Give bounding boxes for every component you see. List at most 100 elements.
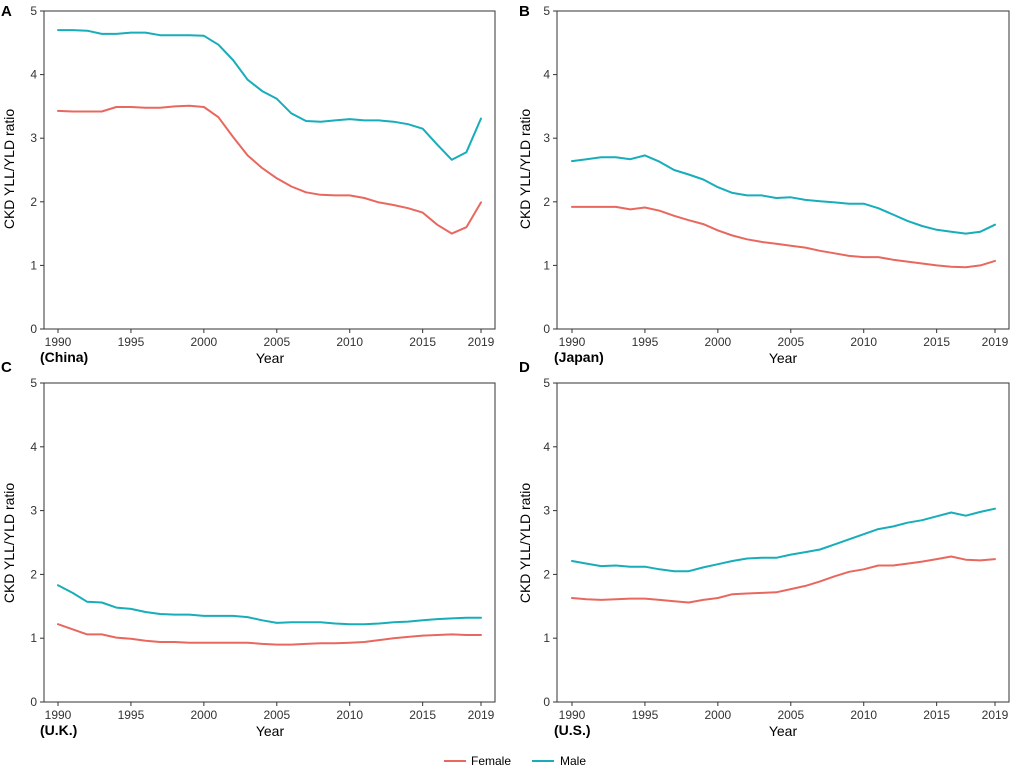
- panel-b-xtick-label: 1990: [559, 335, 586, 349]
- panel-d-xtick-label: 2010: [850, 708, 877, 722]
- panel-b-yticks: 0 1 2 3 4 5: [543, 4, 557, 336]
- panel-d-plot-area: [556, 382, 1010, 703]
- panel-d-line-female: [571, 555, 996, 604]
- panel-b-ylabel: CKD YLL/YLD ratio: [517, 109, 533, 230]
- panel-c-ytick-label: 5: [30, 376, 37, 390]
- panel-a-ytick-label: 3: [30, 131, 37, 145]
- panel-b-letter: B: [519, 3, 530, 20]
- panel-b-xtick-label: 2005: [777, 335, 804, 349]
- panel-d-letter: D: [519, 359, 530, 376]
- panel-c-line-male: [57, 584, 482, 626]
- panel-d-ytick-label: 1: [543, 631, 550, 645]
- panel-b-series: [571, 154, 996, 269]
- panel-c-line-female: [57, 623, 482, 646]
- panel-c-xtick-label: 2015: [409, 708, 436, 722]
- panel-a-series: [57, 29, 482, 235]
- panel-b-xlabel: Year: [769, 350, 798, 366]
- panel-d-xticks: 1990 1995 2000 2005 2010 2015 2019: [559, 702, 1009, 722]
- panel-c-xlabel: Year: [256, 723, 285, 739]
- panel-d-ytick-label: 0: [543, 695, 550, 709]
- panel-c-ytick-label: 2: [30, 567, 37, 581]
- panel-c-ytick-label: 1: [30, 631, 37, 645]
- panel-a-xtick-label: 2019: [468, 335, 495, 349]
- panel-c: C CKD YLL/YLD ratio 0 1 2 3 4 5 1990 1995 2000 2…: [1, 359, 496, 739]
- panel-d-ytick-label: 3: [543, 504, 550, 518]
- panel-a-letter: A: [1, 3, 12, 20]
- panel-c-plot-area: [43, 382, 496, 703]
- panel-b-xtick-label: 2010: [850, 335, 877, 349]
- panel-d-yticks: 0 1 2 3 4 5: [543, 376, 557, 709]
- panel-c-ytick-label: 0: [30, 695, 37, 709]
- panel-c-series: [57, 584, 482, 646]
- panel-c-xtick-label: 2010: [336, 708, 363, 722]
- panel-d-xtick-label: 2015: [923, 708, 950, 722]
- panel-c-ytick-label: 3: [30, 504, 37, 518]
- panel-c-yticks: 0 1 2 3 4 5: [30, 376, 44, 709]
- panel-a-xticks: 1990 1995 2000 2005 2010 2015 2019: [45, 329, 495, 349]
- panel-d-xtick-label: 2000: [705, 708, 732, 722]
- panel-b-ytick-label: 4: [543, 68, 550, 82]
- panel-d-xlabel: Year: [769, 723, 798, 739]
- panel-c-xtick-label: 1990: [45, 708, 72, 722]
- panel-b-xtick-label: 2019: [982, 335, 1009, 349]
- panel-d-ytick-label: 5: [543, 376, 550, 390]
- panel-a-line-male: [57, 29, 482, 161]
- panel-d-country-label: (U.S.): [554, 722, 591, 738]
- panel-b-xticks: 1990 1995 2000 2005 2010 2015 2019: [559, 329, 1009, 349]
- panel-a-xtick-label: 1995: [118, 335, 145, 349]
- panel-d-ytick-label: 4: [543, 440, 550, 454]
- panel-a-xtick-label: 2010: [336, 335, 363, 349]
- panel-d-ylabel: CKD YLL/YLD ratio: [517, 483, 533, 604]
- panel-a-country-label: (China): [40, 349, 88, 365]
- panel-a-ytick-label: 5: [30, 4, 37, 18]
- panel-a-ytick-label: 1: [30, 258, 37, 272]
- panel-c-letter: C: [1, 359, 12, 376]
- panel-a: A CKD YLL/YLD ratio 0 1 2 3 4 5 1990 1995 2000 2…: [1, 3, 496, 366]
- legend: Female Male: [444, 754, 586, 768]
- panel-b-line-male: [571, 154, 996, 235]
- panel-b-xtick-label: 2000: [705, 335, 732, 349]
- panel-a-line-female: [57, 104, 482, 235]
- panel-d-series: [571, 507, 996, 604]
- panel-b-ytick-label: 3: [543, 131, 550, 145]
- panel-c-xtick-label: 2000: [191, 708, 218, 722]
- panel-a-ytick-label: 0: [30, 322, 37, 336]
- panel-a-ytick-label: 2: [30, 195, 37, 209]
- panel-a-xtick-label: 2000: [191, 335, 218, 349]
- panel-a-ytick-label: 4: [30, 68, 37, 82]
- panel-d-xtick-label: 2005: [777, 708, 804, 722]
- panel-b-line-female: [571, 205, 996, 269]
- panel-c-xtick-label: 2019: [468, 708, 495, 722]
- panel-b-ytick-label: 2: [543, 195, 550, 209]
- panel-c-country-label: (U.K.): [40, 722, 77, 738]
- panel-b: B CKD YLL/YLD ratio 0 1 2 3 4 5 1990 1995 2000 2…: [517, 3, 1010, 366]
- panel-d-xtick-label: 1990: [559, 708, 586, 722]
- panel-c-xtick-label: 1995: [118, 708, 145, 722]
- legend-male-label: Male: [560, 754, 586, 768]
- panel-d-xtick-label: 2019: [982, 708, 1009, 722]
- panel-a-plot-area: [43, 10, 496, 330]
- panel-b-ytick-label: 5: [543, 4, 550, 18]
- panel-c-ylabel: CKD YLL/YLD ratio: [1, 483, 17, 604]
- panel-b-xtick-label: 2015: [923, 335, 950, 349]
- panel-a-xtick-label: 2015: [409, 335, 436, 349]
- panel-d-line-male: [571, 507, 996, 573]
- panel-d: D CKD YLL/YLD ratio 0 1 2 3 4 5 1990 1995 2000 2…: [517, 359, 1010, 739]
- panel-c-xtick-label: 2005: [263, 708, 290, 722]
- panel-b-ytick-label: 1: [543, 258, 550, 272]
- panel-b-xtick-label: 1995: [632, 335, 659, 349]
- panel-c-xticks: 1990 1995 2000 2005 2010 2015 2019: [45, 702, 495, 722]
- panel-a-xlabel: Year: [256, 350, 285, 366]
- legend-female-label: Female: [471, 754, 511, 768]
- panel-b-ytick-label: 0: [543, 322, 550, 336]
- panel-a-yticks: 0 1 2 3 4 5: [30, 4, 44, 336]
- panel-d-ytick-label: 2: [543, 567, 550, 581]
- panel-a-xtick-label: 2005: [263, 335, 290, 349]
- panel-d-xtick-label: 1995: [632, 708, 659, 722]
- panel-c-ytick-label: 4: [30, 440, 37, 454]
- panel-b-country-label: (Japan): [554, 349, 604, 365]
- panel-b-plot-area: [556, 10, 1010, 330]
- panel-a-xtick-label: 1990: [45, 335, 72, 349]
- panel-a-ylabel: CKD YLL/YLD ratio: [1, 109, 17, 230]
